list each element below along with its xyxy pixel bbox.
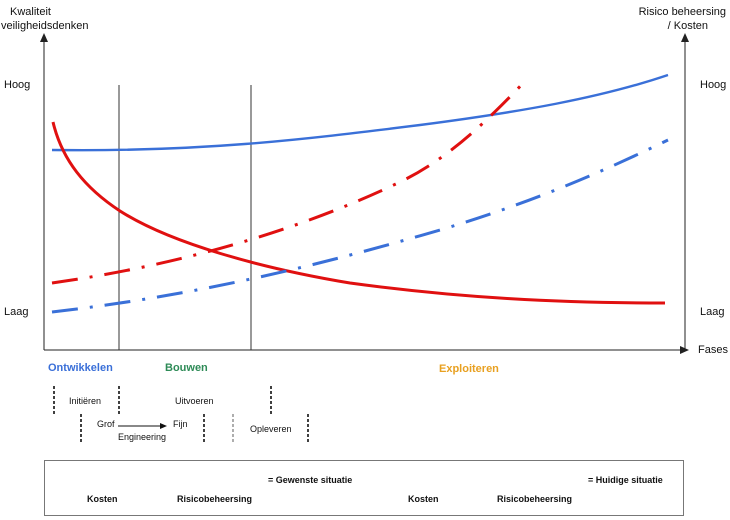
x-axis-title: Fases xyxy=(698,344,728,356)
subphase-uitvoeren: Uitvoeren xyxy=(175,396,214,406)
kosten-huidig-curve xyxy=(51,76,530,285)
legend-risico-gewenst-label: Risicobeheersing xyxy=(177,494,253,504)
left-axis-title-line1: Kwaliteit xyxy=(10,6,51,18)
left-axis-high-label: Hoog xyxy=(4,79,31,91)
right-axis-low-label: Laag xyxy=(700,306,725,318)
left-axis-low-label: Laag xyxy=(4,306,29,318)
risico-huidig-curve xyxy=(51,138,669,314)
legend-huidig-label: = Huidige situatie xyxy=(588,475,663,485)
right-axis-title-line1: Risico beheersing xyxy=(638,6,726,18)
risico-gewenst-curve xyxy=(51,73,669,152)
legend-gewenst-label: = Gewenste situatie xyxy=(268,475,353,485)
subphase-fijn: Fijn xyxy=(173,419,188,429)
phase-diagram xyxy=(40,33,689,442)
legend xyxy=(44,460,684,516)
right-axis-high-label: Hoog xyxy=(700,79,727,91)
legend-risico-huidig-label: Risicobeheersing xyxy=(497,494,573,504)
arrow-right-icon xyxy=(160,423,167,429)
legend-kosten-huidig-label: Kosten xyxy=(408,494,439,504)
kosten-gewenst-curve xyxy=(51,121,666,305)
subphase-opleveren: Opleveren xyxy=(250,424,292,434)
legend-kosten-gewenst-label: Kosten xyxy=(87,494,118,504)
subphase-engineering: Engineering xyxy=(118,432,167,442)
phase-ontwikkelen: Ontwikkelen xyxy=(48,362,113,374)
left-axis-title-line2: veiligheidsdenken xyxy=(1,20,89,32)
phase-exploiteren: Exploiteren xyxy=(439,363,499,375)
phase-bouwen: Bouwen xyxy=(165,362,208,374)
subphase-initieren: Initiëren xyxy=(69,396,102,406)
x-axis-arrow-icon xyxy=(680,346,689,354)
subphase-grof: Grof xyxy=(97,419,115,429)
right-axis-title-line2: / Kosten xyxy=(667,20,708,32)
right-axis-arrow-icon xyxy=(681,33,689,42)
left-axis-arrow-icon xyxy=(40,33,48,42)
